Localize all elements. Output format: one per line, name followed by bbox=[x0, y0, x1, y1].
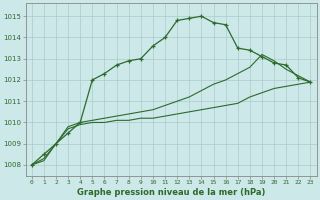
X-axis label: Graphe pression niveau de la mer (hPa): Graphe pression niveau de la mer (hPa) bbox=[77, 188, 265, 197]
